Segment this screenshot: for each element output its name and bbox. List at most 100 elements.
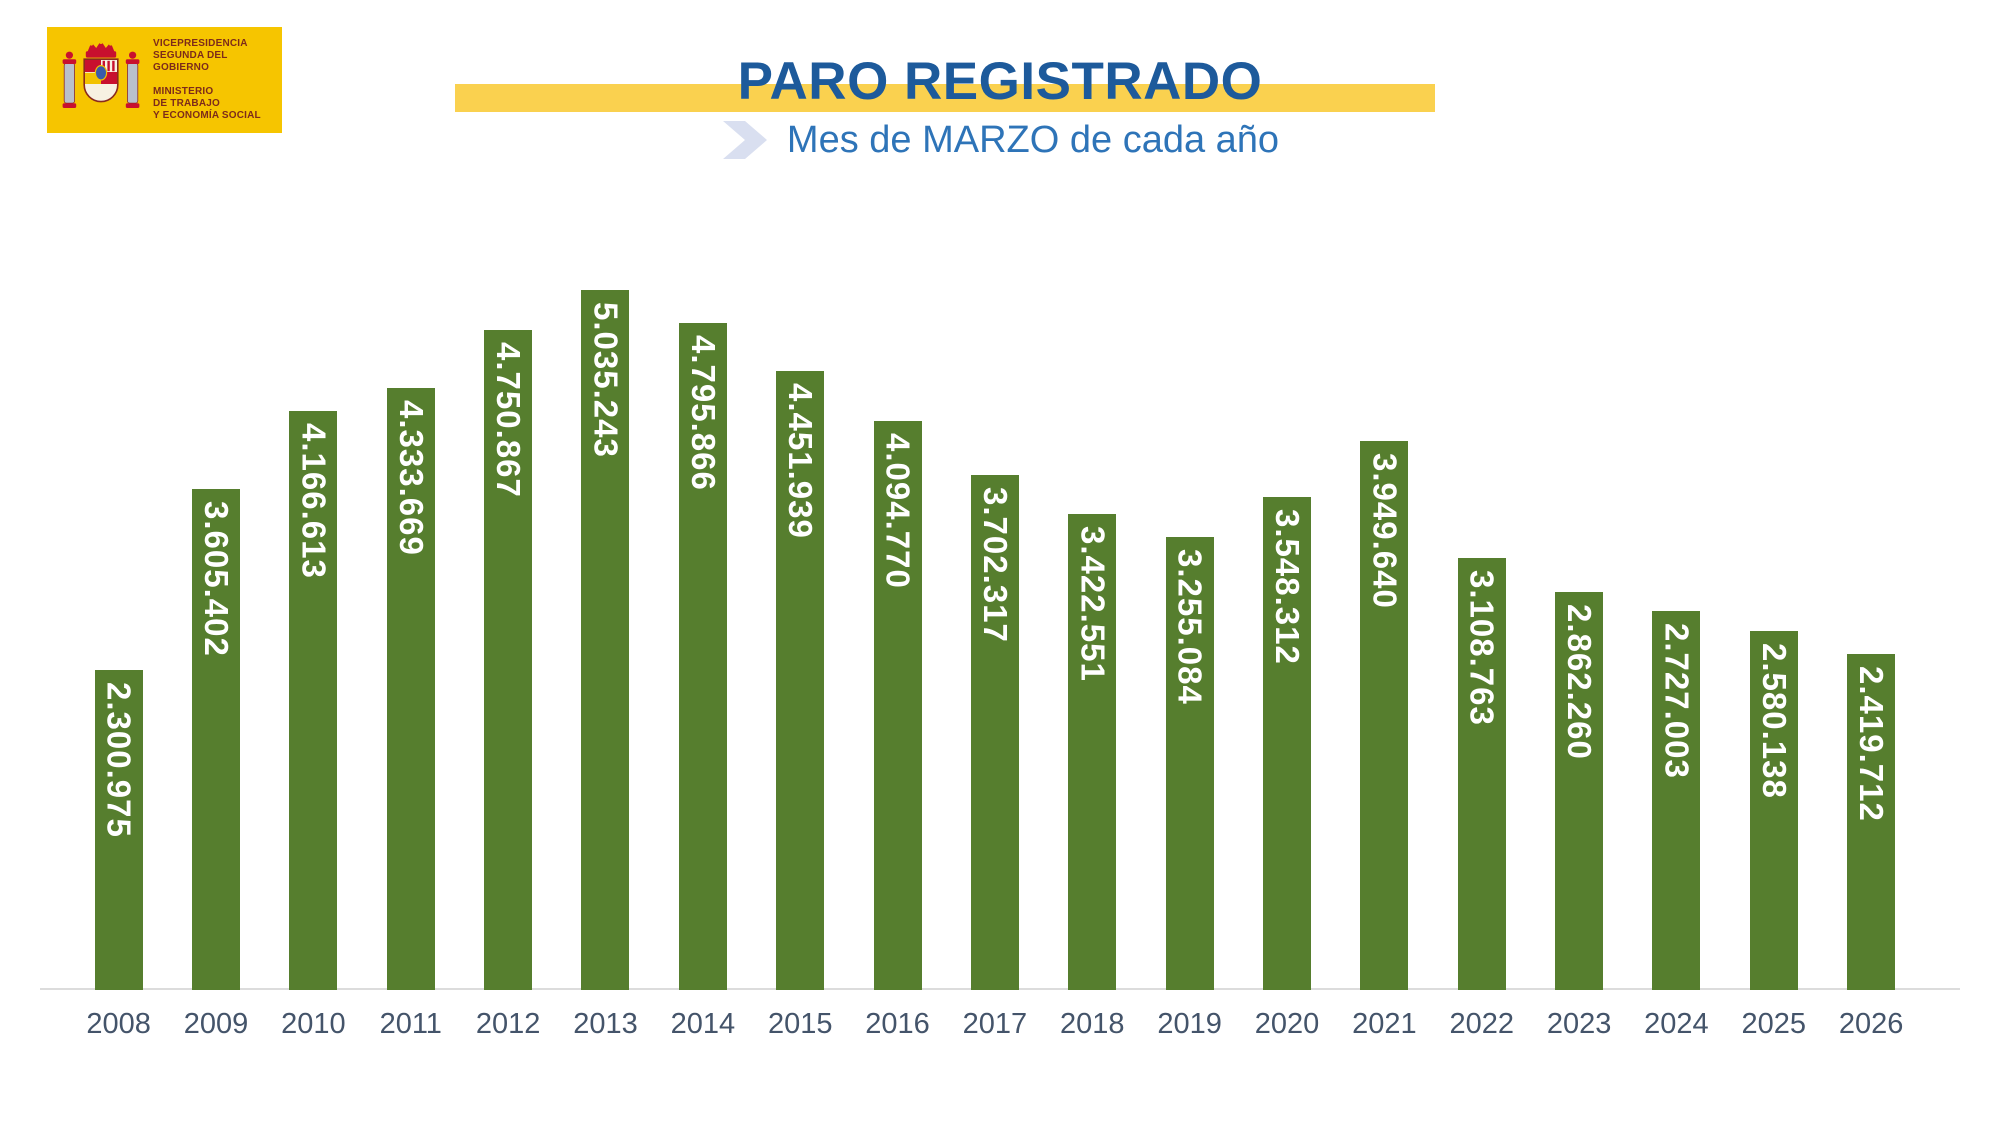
bar-2009: 3.605.402 [192, 489, 241, 990]
bar-2025: 2.580.138 [1749, 631, 1798, 990]
year-label-2018: 2018 [1060, 1008, 1125, 1040]
year-label-2014: 2014 [670, 1008, 736, 1040]
logo-line: MINISTERIO [153, 86, 214, 97]
bar-area: 3.605.402 [167, 290, 264, 990]
bar-column-2021: 3.949.640 2021 [1336, 290, 1433, 1041]
year-label-2013: 2013 [573, 1008, 638, 1040]
bar-2014: 4.795.866 [678, 323, 727, 990]
bar-column-2019: 3.255.084 2019 [1141, 290, 1238, 1041]
bar-column-2017: 3.702.317 2017 [946, 290, 1043, 1041]
bar-area: 4.750.867 [459, 290, 556, 990]
bar-2016: 4.094.770 [873, 421, 922, 990]
bar-value-label: 5.035.243 [587, 302, 625, 458]
year-label-2010: 2010 [281, 1008, 346, 1040]
bar-area: 4.094.770 [849, 290, 946, 990]
bar-value-label: 4.451.939 [782, 383, 820, 539]
bar-2026: 2.419.712 [1847, 654, 1896, 990]
bar-area: 2.727.003 [1628, 290, 1725, 990]
bar-area: 3.702.317 [946, 290, 1043, 990]
subtitle-text: Mes de MARZO de cada año [786, 119, 1280, 161]
year-label-2008: 2008 [86, 1008, 151, 1040]
bar-2021: 3.949.640 [1360, 441, 1409, 990]
year-label-2020: 2020 [1254, 1008, 1320, 1040]
title-band [455, 84, 1435, 112]
bar-area: 3.949.640 [1336, 290, 1433, 990]
bar-area: 2.419.712 [1822, 290, 1919, 990]
year-label-2016: 2016 [865, 1008, 930, 1040]
bar-area: 4.333.669 [362, 290, 459, 990]
bar-value-label: 2.580.138 [1755, 643, 1793, 799]
bar-2024: 2.727.003 [1652, 611, 1701, 990]
bar-value-label: 2.862.260 [1561, 604, 1599, 760]
bar-value-label: 3.949.640 [1366, 453, 1404, 609]
bar-column-2020: 3.548.312 2020 [1238, 290, 1335, 1041]
bar-column-2024: 2.727.003 2024 [1628, 290, 1725, 1041]
logo-line: VICEPRESIDENCIA [153, 38, 248, 49]
bar-column-2025: 2.580.138 2025 [1725, 290, 1822, 1041]
bar-2015: 4.451.939 [776, 371, 825, 990]
bar-2018: 3.422.551 [1068, 514, 1117, 990]
bar-column-2013: 5.035.243 2013 [557, 290, 654, 1041]
bar-column-2022: 3.108.763 2022 [1433, 290, 1530, 1041]
bar-column-2010: 4.166.613 2010 [265, 290, 362, 1041]
page-title: PARO REGISTRADO [737, 52, 1263, 111]
bar-area: 3.422.551 [1044, 290, 1141, 990]
bar-area: 3.255.084 [1141, 290, 1238, 990]
bar-value-label: 4.750.867 [490, 342, 528, 498]
logo-line: DE TRABAJO [153, 98, 221, 109]
year-label-2019: 2019 [1157, 1008, 1222, 1040]
year-label-2021: 2021 [1352, 1008, 1417, 1040]
bar-column-2009: 3.605.402 2009 [167, 290, 264, 1041]
bar-value-label: 3.255.084 [1171, 549, 1209, 705]
year-label-2025: 2025 [1741, 1008, 1807, 1040]
bar-column-2014: 4.795.866 2014 [654, 290, 751, 1041]
year-label-2022: 2022 [1449, 1008, 1514, 1040]
bar-2017: 3.702.317 [970, 475, 1019, 990]
bar-area: 3.548.312 [1238, 290, 1335, 990]
bar-area: 2.580.138 [1725, 290, 1822, 990]
bar-column-2008: 2.300.975 2008 [70, 290, 167, 1041]
bar-2023: 2.862.260 [1555, 592, 1604, 990]
bar-area: 4.451.939 [752, 290, 849, 990]
bar-column-2023: 2.862.260 2023 [1530, 290, 1627, 1041]
year-label-2023: 2023 [1546, 1008, 1612, 1040]
year-label-2017: 2017 [962, 1008, 1028, 1040]
subtitle: Mes de MARZO de cada año [0, 118, 2000, 162]
year-label-2024: 2024 [1644, 1008, 1709, 1040]
bar-area: 5.035.243 [557, 290, 654, 990]
bar-2022: 3.108.763 [1457, 558, 1506, 990]
bar-value-label: 3.422.551 [1074, 526, 1112, 682]
bar-value-label: 3.605.402 [198, 501, 236, 657]
chevron-right-icon [722, 121, 767, 159]
bar-2020: 3.548.312 [1262, 497, 1311, 990]
bar-column-2026: 2.419.712 2026 [1822, 290, 1919, 1041]
year-label-2011: 2011 [379, 1008, 442, 1040]
bar-2019: 3.255.084 [1165, 537, 1214, 990]
ministry-logo: VICEPRESIDENCIA SEGUNDA DEL GOBIERNO MIN… [47, 27, 282, 133]
bar-area: 3.108.763 [1433, 290, 1530, 990]
bar-value-label: 2.727.003 [1658, 623, 1696, 779]
bar-2011: 4.333.669 [386, 388, 435, 990]
bar-chart: 2.300.975 2008 3.605.402 2009 4.166.613 2010 4… [70, 290, 1920, 1041]
bar-area: 2.862.260 [1530, 290, 1627, 990]
bar-2013: 5.035.243 [581, 290, 630, 990]
year-label-2009: 2009 [183, 1008, 249, 1040]
bar-2008: 2.300.975 [94, 670, 143, 990]
logo-line: SEGUNDA DEL GOBIERNO [153, 50, 228, 73]
bar-value-label: 4.166.613 [295, 423, 333, 579]
bar-value-label: 3.548.312 [1268, 509, 1306, 665]
coat-of-arms-icon [62, 40, 140, 108]
bar-value-label: 4.795.866 [684, 335, 722, 491]
year-label-2026: 2026 [1838, 1008, 1904, 1040]
bar-value-label: 4.094.770 [879, 433, 917, 589]
bar-column-2016: 4.094.770 2016 [849, 290, 946, 1041]
bar-value-label: 2.419.712 [1853, 666, 1891, 822]
year-label-2015: 2015 [767, 1008, 833, 1040]
bar-column-2012: 4.750.867 2012 [459, 290, 556, 1041]
bar-area: 2.300.975 [70, 290, 167, 990]
bar-value-label: 4.333.669 [392, 400, 430, 556]
bar-column-2011: 4.333.669 2011 [362, 290, 459, 1041]
logo-text: VICEPRESIDENCIA SEGUNDA DEL GOBIERNO MIN… [153, 38, 272, 122]
bar-area: 4.166.613 [265, 290, 362, 990]
